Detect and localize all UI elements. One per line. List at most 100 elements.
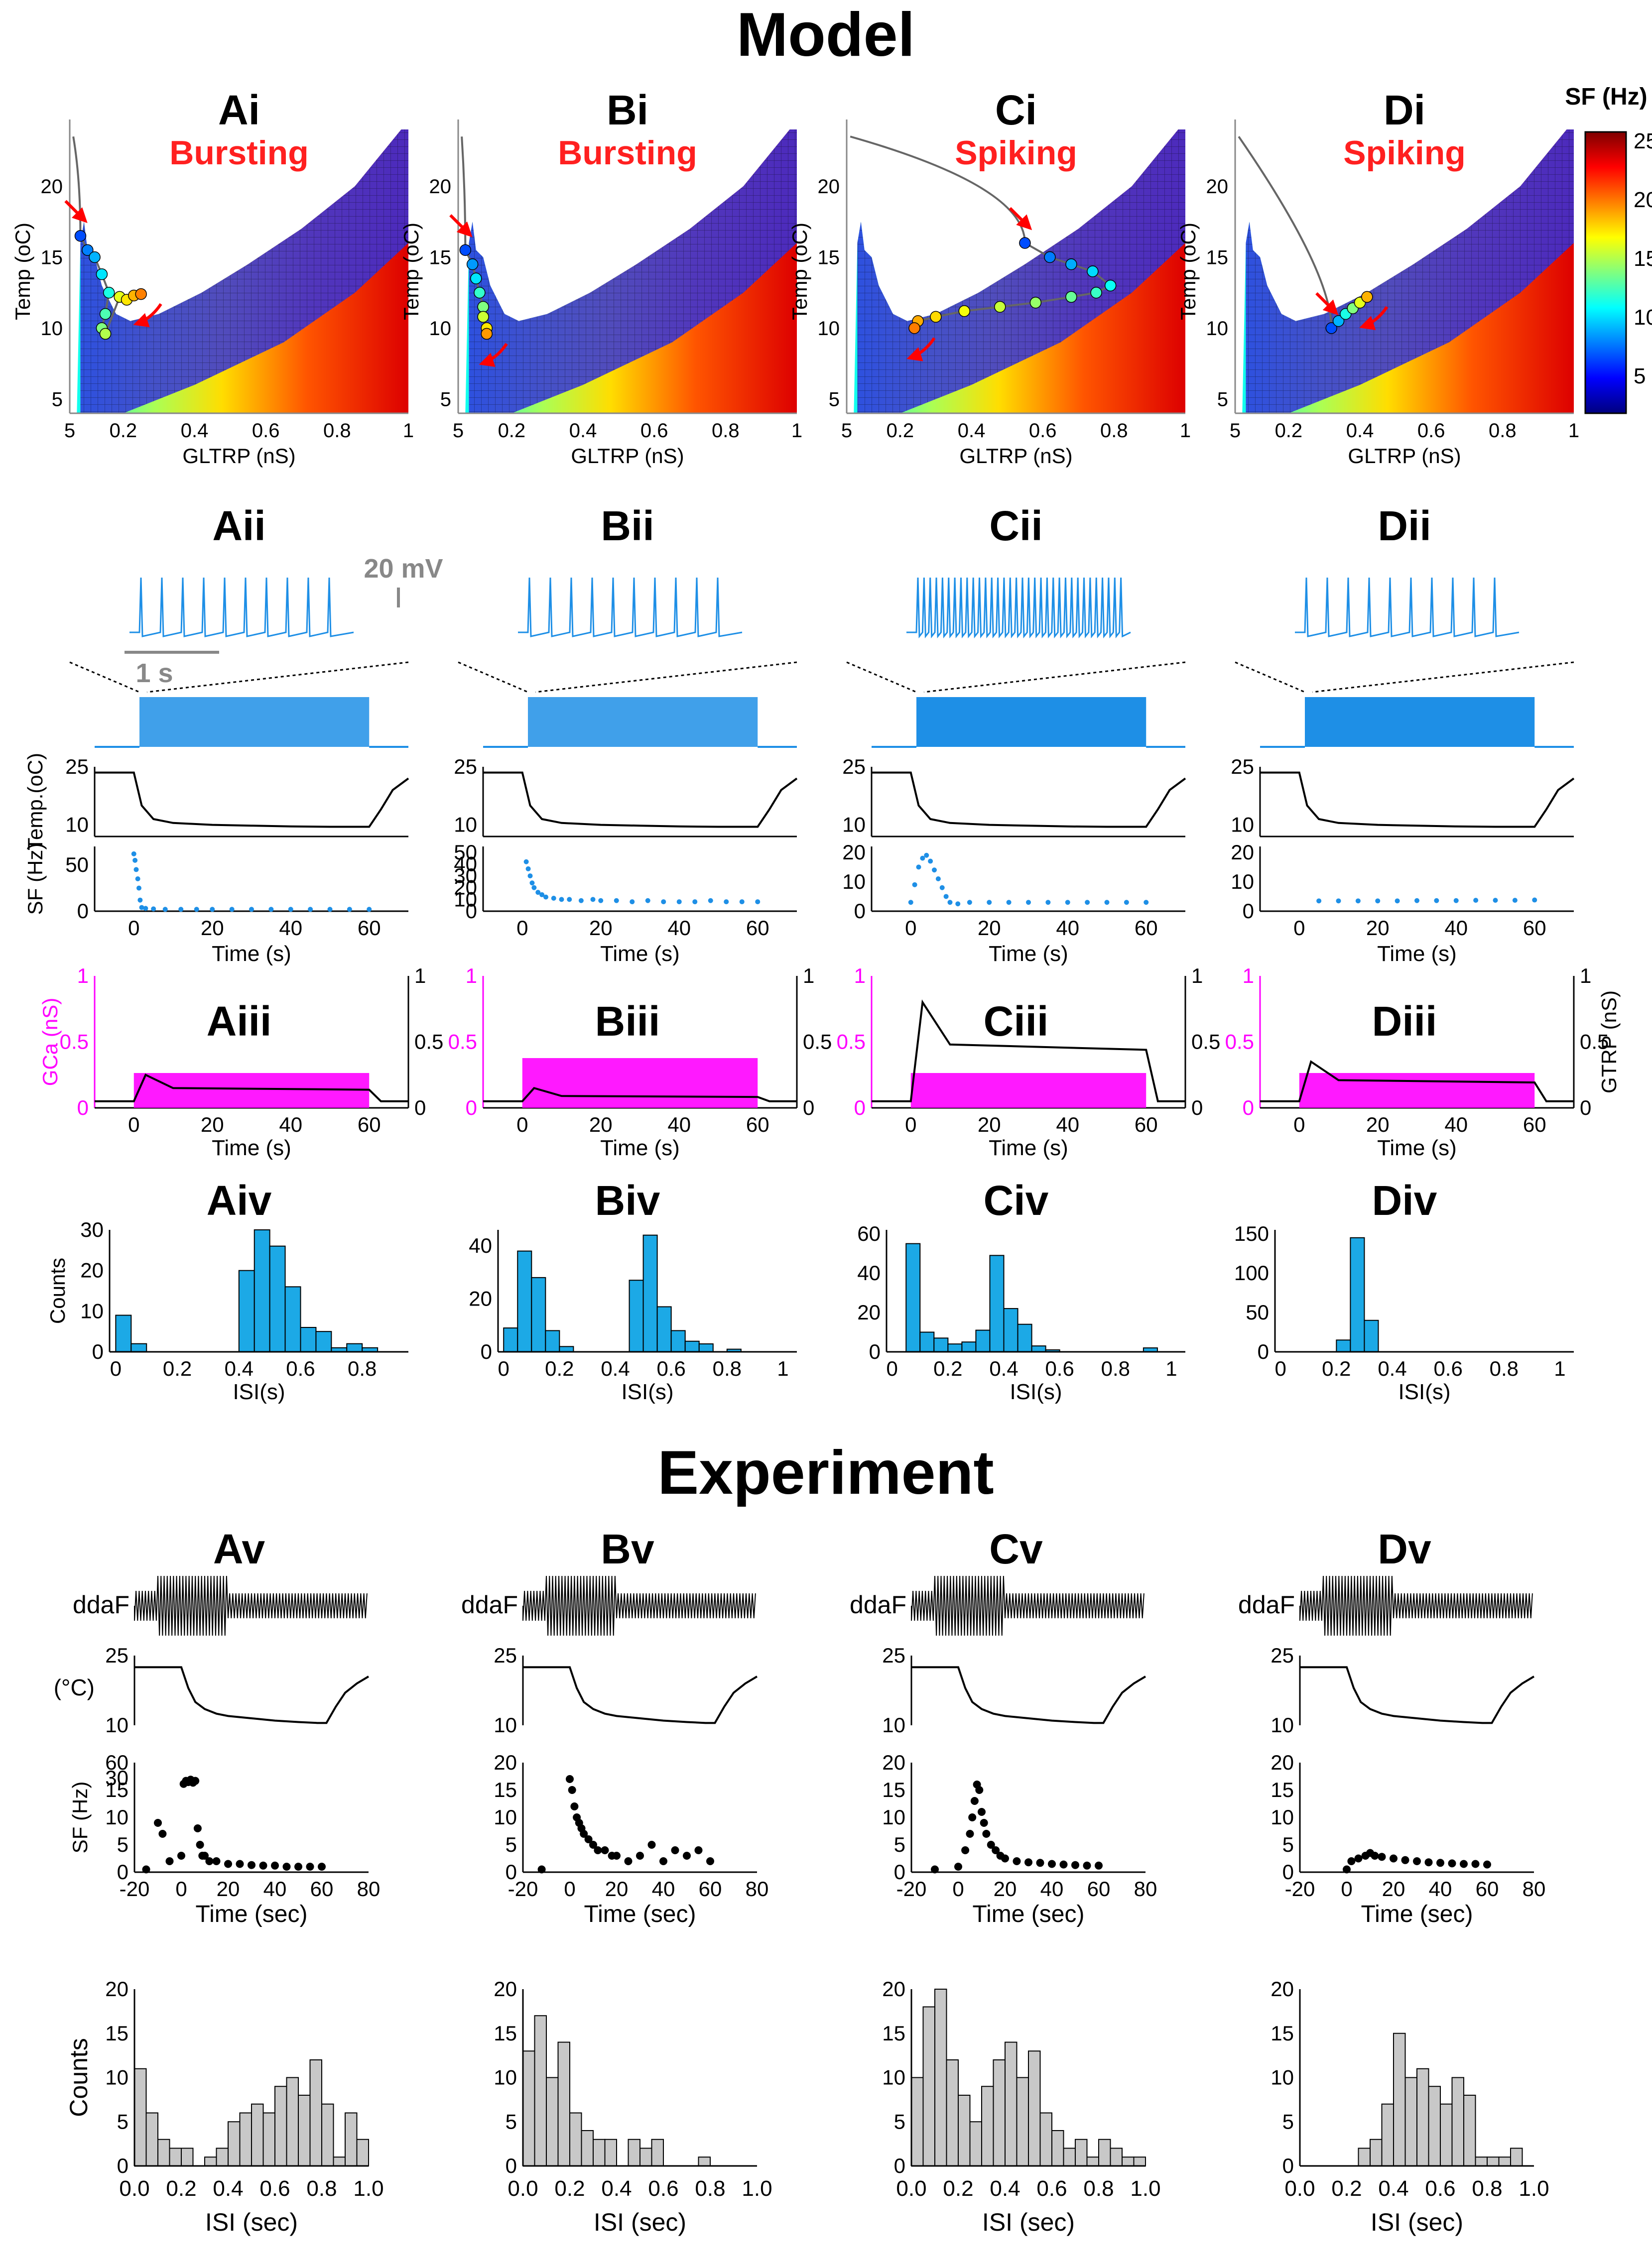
zoom-guide-line bbox=[846, 661, 917, 693]
isi-bar bbox=[1393, 2032, 1406, 2166]
sf-point bbox=[529, 880, 535, 886]
zoom-guide-line bbox=[146, 661, 409, 693]
isi-bar bbox=[1051, 2130, 1064, 2166]
x-tick-label: 0.4 bbox=[1378, 2176, 1408, 2201]
panel-label-diii: Diii bbox=[1372, 998, 1437, 1045]
colorbar-tick-20: 20 bbox=[1634, 188, 1652, 212]
isi-bar bbox=[933, 1337, 949, 1352]
sf-tick-label: 20 bbox=[1271, 1751, 1294, 1774]
y-tick-label: 30 bbox=[80, 1218, 104, 1241]
isi-bar bbox=[958, 2095, 971, 2166]
trajectory-point bbox=[459, 244, 472, 256]
x-tick-label: 0.2 bbox=[498, 420, 526, 442]
sf-point bbox=[1401, 1856, 1409, 1864]
sf-point bbox=[659, 1857, 667, 1865]
time-tick-label: 0 bbox=[516, 1113, 528, 1136]
x-tick-label: 0 bbox=[498, 1357, 509, 1380]
isi-bar bbox=[216, 2148, 229, 2166]
sf-point bbox=[259, 1861, 267, 1870]
time-tick-label: 60 bbox=[1523, 1113, 1546, 1136]
trajectory-point bbox=[1090, 287, 1102, 299]
isi-bar bbox=[251, 2103, 264, 2166]
x-tick-label: 0.8 bbox=[713, 1357, 742, 1380]
sf-point bbox=[1024, 1858, 1032, 1867]
heatmap-grid bbox=[469, 129, 797, 413]
x-tick-label: 0.2 bbox=[163, 1357, 192, 1380]
time-axis-label: Time (s) bbox=[1377, 1136, 1457, 1160]
y-tick-label: 0 bbox=[1282, 2154, 1294, 2177]
sf-point bbox=[570, 1802, 579, 1810]
x-tick-label: 0.4 bbox=[213, 2176, 243, 2201]
sf-tick-label: 15 bbox=[105, 1778, 128, 1801]
sf-point bbox=[1424, 1858, 1433, 1867]
sf-point bbox=[1104, 900, 1110, 905]
isi-bar bbox=[321, 2103, 334, 2166]
time-tick-label: 0 bbox=[128, 916, 139, 940]
gca-tick-label: 0.5 bbox=[1225, 1030, 1254, 1054]
isi-bar bbox=[130, 1343, 147, 1353]
time-tick-label: 0 bbox=[905, 1113, 916, 1136]
sf-point bbox=[1378, 1853, 1386, 1861]
x-tick-label: 0.8 bbox=[1490, 1357, 1519, 1380]
sf-point bbox=[1095, 1861, 1103, 1870]
sf-point bbox=[1354, 1854, 1363, 1863]
sf-point bbox=[1085, 900, 1090, 905]
trajectory-point bbox=[470, 272, 482, 284]
y-tick-label: 10 bbox=[80, 1299, 104, 1322]
x-tick-label: 0.0 bbox=[508, 2176, 538, 2201]
sf-point bbox=[954, 1863, 962, 1871]
x-tick-label: 0.4 bbox=[181, 420, 209, 442]
isi-bar bbox=[684, 1340, 700, 1352]
panel-label-ai: Ai bbox=[218, 87, 260, 133]
y-tick-label: 20 bbox=[494, 1977, 517, 2001]
x-tick-label: 0.2 bbox=[933, 1357, 962, 1380]
x-tick-label: 0.2 bbox=[943, 2176, 973, 2201]
x-tick-label: 0.8 bbox=[1489, 420, 1517, 442]
sf-point bbox=[912, 882, 917, 887]
sf-point bbox=[924, 852, 929, 858]
trajectory-point bbox=[477, 311, 489, 323]
sf-tick-label: 10 bbox=[105, 1805, 128, 1829]
sf-point bbox=[132, 857, 138, 863]
colorbar: SF (Hz) 25 20 15 10 5 bbox=[1565, 84, 1652, 414]
isi-bar bbox=[1075, 2139, 1088, 2166]
sf-point bbox=[970, 1797, 979, 1805]
isi-bar bbox=[961, 1341, 977, 1353]
x-tick-label: 0 bbox=[887, 1357, 898, 1380]
time-tick-label: 60 bbox=[746, 916, 769, 940]
panel-label-ci: Ci bbox=[995, 87, 1037, 133]
time-tick-label: -20 bbox=[120, 1877, 150, 1901]
isi-bar bbox=[593, 2139, 606, 2166]
spike-train-block bbox=[528, 697, 758, 747]
temp-tick-label: 10 bbox=[1271, 1713, 1294, 1737]
y-tick-label: 0 bbox=[481, 1340, 492, 1363]
sf-point bbox=[236, 1860, 244, 1868]
time-axis-label: Time (sec) bbox=[973, 1901, 1085, 1927]
time-tick-label: 40 bbox=[667, 1113, 691, 1136]
y-tick-label: 20 bbox=[818, 176, 840, 198]
sf-point bbox=[212, 1857, 221, 1865]
gtrp-line bbox=[1260, 1060, 1574, 1102]
sf-point bbox=[137, 897, 143, 903]
sf-axis-label: SF (Hz) bbox=[23, 843, 47, 915]
sf-point bbox=[567, 897, 572, 902]
isi-bar bbox=[115, 1314, 132, 1352]
trajectory-point bbox=[99, 308, 112, 320]
isi-bar bbox=[522, 2050, 535, 2166]
isi-bar bbox=[604, 2139, 617, 2166]
trajectory-point bbox=[958, 305, 970, 317]
trajectory-point bbox=[481, 328, 493, 340]
isi-bar bbox=[169, 2148, 182, 2166]
x-tick-label: 1.0 bbox=[1519, 2176, 1549, 2201]
sf-point bbox=[1448, 1859, 1456, 1868]
time-tick-label: -20 bbox=[896, 1877, 927, 1901]
gtrp-tick-label: 0.5 bbox=[1191, 1030, 1220, 1054]
isi-bar bbox=[228, 2121, 241, 2166]
isi-bar bbox=[1031, 1345, 1046, 1353]
sf-point bbox=[539, 892, 545, 897]
x-tick-label: 0.6 bbox=[1425, 2176, 1455, 2201]
panel-label-div: Div bbox=[1372, 1177, 1437, 1224]
temp-line bbox=[911, 1666, 1146, 1724]
time-tick-label: 60 bbox=[310, 1877, 334, 1901]
